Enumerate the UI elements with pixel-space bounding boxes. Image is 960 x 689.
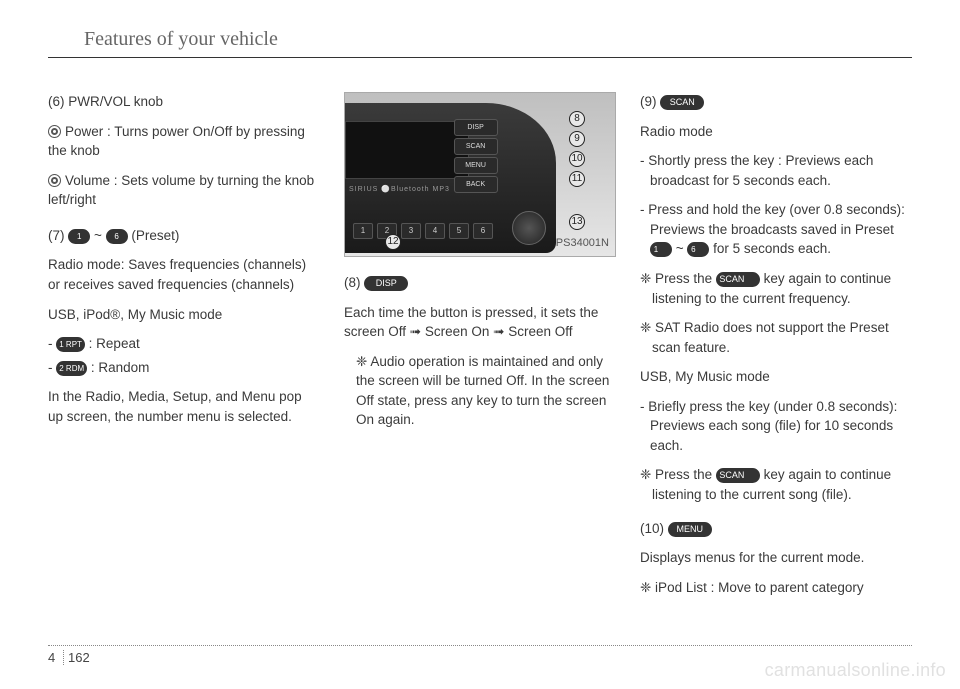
radio-dial-right: [512, 211, 546, 245]
callout-8: 8: [569, 111, 585, 127]
column-2: SIRIUS ⚪Bluetooth MP3 DISP SCAN MENU BAC…: [344, 92, 616, 607]
preset-1-pill: 1: [68, 229, 90, 244]
c2-p1: (8) DISP: [344, 273, 616, 293]
image-caption: PS34001N: [556, 236, 609, 252]
c1-p1: (6) PWR/VOL knob: [48, 92, 320, 112]
preset-1-pill: 1: [650, 242, 672, 257]
preset-6-pill: 6: [687, 242, 709, 257]
c3-p3: - Shortly press the key : Previews each …: [640, 151, 912, 190]
content-columns: (6) PWR/VOL knob Power : Turns power On/…: [48, 92, 912, 607]
callout-12: 12: [385, 234, 401, 250]
radio-btn-disp: DISP: [454, 119, 498, 136]
c1-p8: - 2 RDM : Random: [48, 358, 320, 378]
radio-num-1: 1: [353, 223, 373, 239]
callout-10: 10: [569, 151, 585, 167]
radio-num-6: 6: [473, 223, 493, 239]
c3-p8: - Briefly press the key (under 0.8 secon…: [640, 397, 912, 456]
callout-11: 11: [569, 171, 585, 187]
knob-icon: [48, 125, 61, 138]
radio-unit: SIRIUS ⚪Bluetooth MP3 DISP SCAN MENU BAC…: [345, 103, 556, 253]
disp-pill: DISP: [364, 276, 408, 291]
c1-p4: (7) 1 ~ 6 (Preset): [48, 226, 320, 246]
radio-image: SIRIUS ⚪Bluetooth MP3 DISP SCAN MENU BAC…: [344, 92, 616, 257]
preset-6-pill: 6: [106, 229, 128, 244]
c3-p1: (9) SCAN: [640, 92, 912, 112]
scan-pill: SCAN: [660, 95, 704, 110]
scan-pill-2: SCAN: [716, 272, 760, 287]
rpt-pill: 1 RPT: [56, 337, 85, 352]
scan-pill-3: SCAN: [716, 468, 760, 483]
c1-p3: Volume : Sets volume by turning the knob…: [48, 171, 320, 210]
c2-p2: Each time the button is pressed, it sets…: [344, 303, 616, 342]
radio-side-buttons: DISP SCAN MENU BACK: [454, 119, 498, 193]
c3-p6: ❈ SAT Radio does not support the Preset …: [640, 318, 912, 357]
callout-9: 9: [569, 131, 585, 147]
c3-p10: (10) MENU: [640, 519, 912, 539]
c1-p6: USB, iPod®, My Music mode: [48, 305, 320, 325]
c1-p2: Power : Turns power On/Off by pressing t…: [48, 122, 320, 161]
radio-num-3: 3: [401, 223, 421, 239]
c3-p4: - Press and hold the key (over 0.8 secon…: [640, 200, 912, 259]
radio-num-5: 5: [449, 223, 469, 239]
page: Features of your vehicle (6) PWR/VOL kno…: [0, 0, 960, 689]
c1-p5: Radio mode: Saves frequencies (channels)…: [48, 255, 320, 294]
c3-p12: ❈ iPod List : Move to parent category: [640, 578, 912, 598]
radio-num-4: 4: [425, 223, 445, 239]
c1-p9: In the Radio, Media, Setup, and Menu pop…: [48, 387, 320, 426]
radio-btn-back: BACK: [454, 176, 498, 193]
page-header: Features of your vehicle: [48, 28, 912, 58]
rdm-pill: 2 RDM: [56, 361, 87, 376]
radio-btn-menu: MENU: [454, 157, 498, 174]
page-number: 162: [68, 650, 90, 665]
radio-strip: SIRIUS ⚪Bluetooth MP3: [349, 185, 450, 195]
c3-p9: ❈ Press the SCAN key again to continue l…: [640, 465, 912, 504]
radio-btn-scan: SCAN: [454, 138, 498, 155]
radio-screen: [345, 121, 469, 179]
c1-p7: - 1 RPT : Repeat: [48, 334, 320, 354]
radio-num-row: 1 2 3 4 5 6: [353, 223, 493, 239]
knob-icon: [48, 174, 61, 187]
watermark: carmanualsonline.info: [765, 660, 946, 681]
c3-p5: ❈ Press the SCAN key again to continue l…: [640, 269, 912, 308]
c3-p11: Displays menus for the current mode.: [640, 548, 912, 568]
c2-p3: ❈ Audio operation is maintained and only…: [344, 352, 616, 430]
column-3: (9) SCAN Radio mode - Shortly press the …: [640, 92, 912, 607]
menu-pill: MENU: [668, 522, 712, 537]
callout-13: 13: [569, 214, 585, 230]
c3-p2: Radio mode: [640, 122, 912, 142]
section-number: 4: [48, 650, 64, 665]
c3-p7: USB, My Music mode: [640, 367, 912, 387]
column-1: (6) PWR/VOL knob Power : Turns power On/…: [48, 92, 320, 607]
